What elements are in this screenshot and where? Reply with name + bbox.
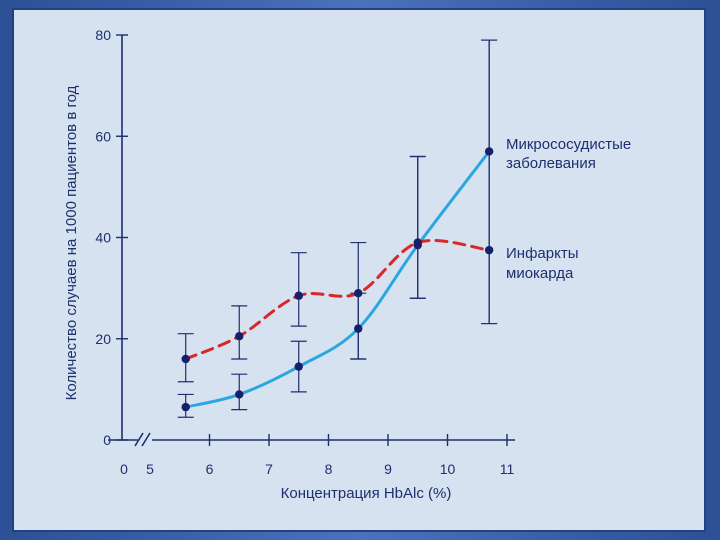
x-tick-label: 9 xyxy=(384,461,392,477)
x-tick-label: 8 xyxy=(325,461,333,477)
chart-panel xyxy=(12,8,706,532)
x-ticks: 0 5 6 7 8 9 10 11 xyxy=(120,434,514,477)
y-axis-label: Количество случаев на 1000 пациентов в г… xyxy=(63,85,80,400)
data-point-microvascular xyxy=(354,324,363,333)
data-point-infarction xyxy=(484,245,494,255)
x-tick-label: 6 xyxy=(206,461,214,477)
legend-infarction-line1: Инфаркты xyxy=(506,245,578,262)
axis-break-marker xyxy=(134,432,151,447)
x-tick-label: 10 xyxy=(440,461,456,477)
series-line-microvascular xyxy=(184,149,491,409)
legend-microvascular-line1: Микрососудистые xyxy=(506,136,631,153)
data-point-infarction xyxy=(294,291,303,300)
data-point-microvascular xyxy=(294,362,303,371)
y-ticks: 0 20 40 60 80 xyxy=(95,27,128,448)
x-axis-label: Концентрация HbAlc (%) xyxy=(281,485,452,502)
data-point-infarction xyxy=(181,354,190,364)
x-tick-label: 7 xyxy=(265,461,273,477)
data-point-infarction xyxy=(413,238,422,247)
data-point-microvascular xyxy=(484,147,494,156)
legend-infarction-line2: миокарда xyxy=(506,265,574,282)
data-point-microvascular xyxy=(235,390,244,399)
legend-infarction: Инфаркты миокарда xyxy=(506,245,578,282)
y-tick-label: 40 xyxy=(95,230,111,246)
data-point-infarction xyxy=(235,332,244,341)
x-tick-label: 0 xyxy=(120,461,128,477)
legend-microvascular: Микрососудистые заболевания xyxy=(506,136,631,172)
y-tick-label: 60 xyxy=(95,128,111,144)
series-lines xyxy=(184,149,491,409)
data-point-microvascular xyxy=(181,402,190,412)
y-tick-label: 20 xyxy=(95,331,111,347)
y-tick-label: 0 xyxy=(103,432,111,448)
data-points xyxy=(181,147,494,412)
legend-microvascular-line2: заболевания xyxy=(506,155,596,172)
y-tick-label: 80 xyxy=(95,27,111,43)
series-line-infarction xyxy=(184,238,491,361)
x-tick-label: 11 xyxy=(500,461,515,477)
x-tick-label: 5 xyxy=(146,461,154,477)
axes xyxy=(108,35,515,447)
error-bars xyxy=(177,39,498,418)
data-point-infarction xyxy=(354,288,363,298)
